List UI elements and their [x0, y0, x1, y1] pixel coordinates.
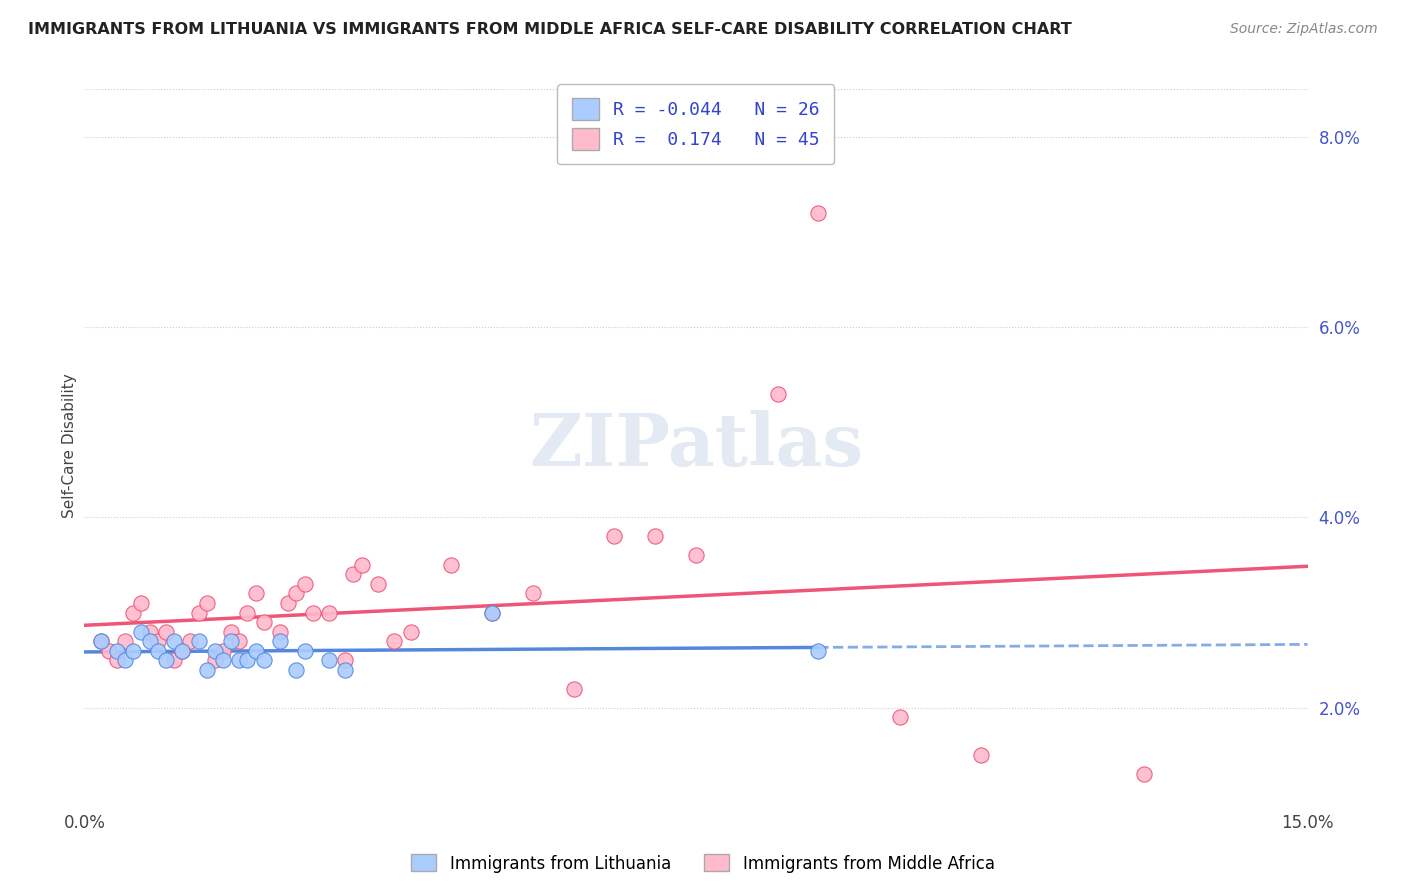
- Point: [105, 653, 128, 667]
- Point: [146, 634, 169, 648]
- Point: [146, 643, 169, 657]
- Point: [131, 624, 153, 639]
- Point: [603, 529, 626, 543]
- Point: [195, 596, 218, 610]
- Point: [335, 663, 357, 677]
- Point: [342, 567, 364, 582]
- Point: [399, 624, 422, 639]
- Text: Source: ZipAtlas.com: Source: ZipAtlas.com: [1230, 22, 1378, 37]
- Point: [970, 748, 993, 763]
- Y-axis label: Self-Care Disability: Self-Care Disability: [62, 374, 77, 518]
- Point: [90, 634, 112, 648]
- Point: [382, 634, 405, 648]
- Point: [228, 634, 250, 648]
- Point: [318, 653, 340, 667]
- Point: [212, 653, 235, 667]
- Point: [285, 663, 308, 677]
- Point: [277, 596, 299, 610]
- Point: [97, 643, 120, 657]
- Point: [562, 681, 585, 696]
- Point: [212, 643, 235, 657]
- Point: [1133, 767, 1156, 781]
- Point: [440, 558, 463, 572]
- Point: [245, 586, 267, 600]
- Point: [236, 653, 259, 667]
- Point: [269, 624, 291, 639]
- Point: [138, 634, 160, 648]
- Point: [90, 634, 112, 648]
- Legend: R = -0.044   N = 26, R =  0.174   N = 45: R = -0.044 N = 26, R = 0.174 N = 45: [557, 84, 835, 164]
- Point: [522, 586, 544, 600]
- Point: [187, 634, 209, 648]
- Point: [807, 206, 830, 220]
- Point: [163, 653, 186, 667]
- Point: [335, 653, 357, 667]
- Point: [766, 386, 789, 401]
- Point: [219, 634, 242, 648]
- Point: [219, 624, 242, 639]
- Text: IMMIGRANTS FROM LITHUANIA VS IMMIGRANTS FROM MIDDLE AFRICA SELF-CARE DISABILITY : IMMIGRANTS FROM LITHUANIA VS IMMIGRANTS …: [28, 22, 1071, 37]
- Point: [253, 653, 276, 667]
- Point: [294, 643, 316, 657]
- Point: [228, 653, 250, 667]
- Point: [889, 710, 911, 724]
- Point: [122, 606, 145, 620]
- Point: [131, 596, 153, 610]
- Point: [285, 586, 308, 600]
- Point: [318, 606, 340, 620]
- Point: [481, 606, 503, 620]
- Point: [172, 643, 194, 657]
- Point: [644, 529, 666, 543]
- Point: [179, 634, 201, 648]
- Point: [138, 624, 160, 639]
- Point: [245, 643, 267, 657]
- Point: [195, 663, 218, 677]
- Point: [122, 643, 145, 657]
- Text: ZIPatlas: ZIPatlas: [529, 410, 863, 482]
- Point: [367, 577, 389, 591]
- Point: [807, 643, 830, 657]
- Point: [350, 558, 373, 572]
- Point: [481, 606, 503, 620]
- Point: [155, 653, 177, 667]
- Point: [294, 577, 316, 591]
- Point: [236, 606, 259, 620]
- Point: [163, 634, 186, 648]
- Point: [105, 643, 128, 657]
- Point: [685, 549, 707, 563]
- Point: [269, 634, 291, 648]
- Point: [155, 624, 177, 639]
- Point: [187, 606, 209, 620]
- Point: [172, 643, 194, 657]
- Legend: Immigrants from Lithuania, Immigrants from Middle Africa: Immigrants from Lithuania, Immigrants fr…: [405, 847, 1001, 880]
- Point: [204, 653, 226, 667]
- Point: [114, 653, 136, 667]
- Point: [253, 615, 276, 629]
- Point: [204, 643, 226, 657]
- Point: [301, 606, 323, 620]
- Point: [114, 634, 136, 648]
